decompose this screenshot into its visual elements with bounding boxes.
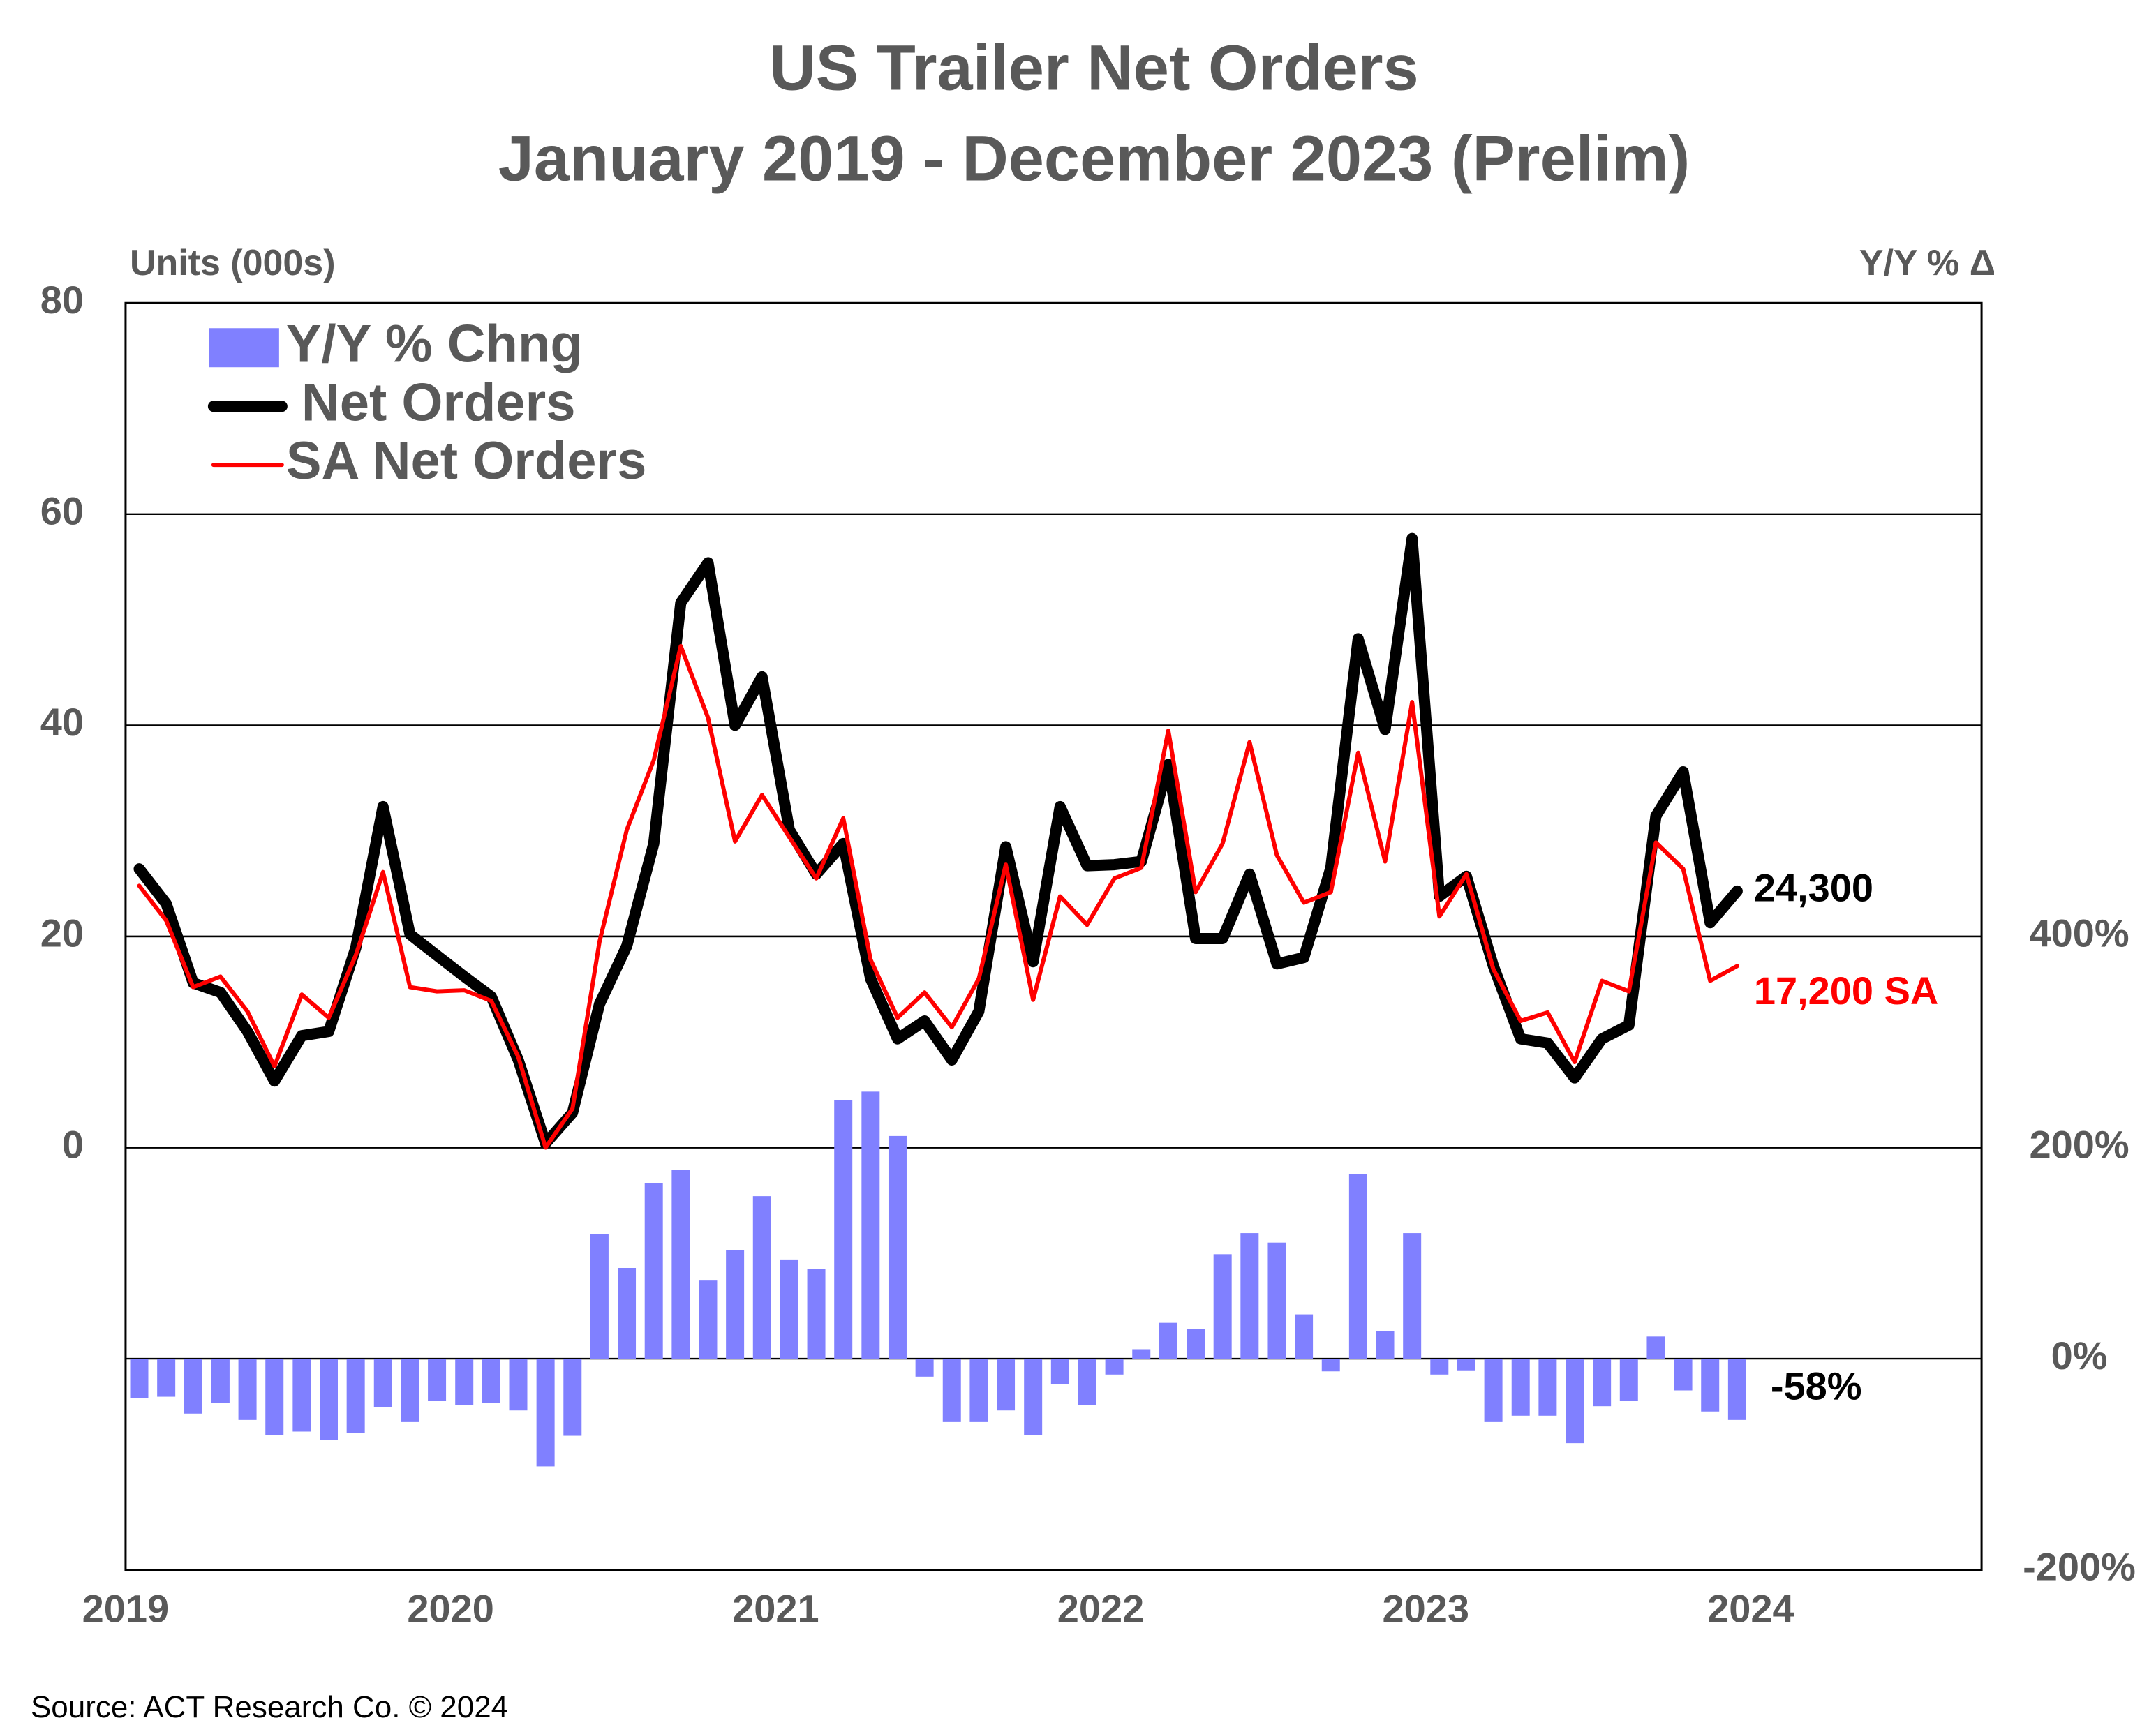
x-tick-label: 2020 — [407, 1586, 494, 1630]
bar — [320, 1359, 338, 1440]
source-note: Source: ACT Research Co. © 2024 — [31, 1690, 508, 1724]
y2-tick-label: -200% — [2023, 1544, 2136, 1588]
y2-tick-label: 200% — [2029, 1122, 2129, 1166]
bar — [563, 1359, 582, 1436]
bar — [1187, 1329, 1205, 1359]
end-label: 24,300 — [1754, 866, 1873, 910]
bar — [1159, 1322, 1177, 1359]
bar — [1566, 1359, 1584, 1444]
bar — [1538, 1359, 1557, 1416]
plot-frame — [124, 301, 1983, 1571]
bar — [1213, 1254, 1232, 1359]
bar — [1593, 1359, 1612, 1407]
bar — [752, 1196, 771, 1359]
bar — [346, 1359, 365, 1433]
x-tick-label: 2021 — [732, 1586, 819, 1630]
bar — [184, 1359, 202, 1414]
legend-label: Net Orders — [302, 373, 576, 432]
bar — [1078, 1359, 1096, 1405]
chart-title: US Trailer Net Orders — [769, 33, 1418, 104]
chart-subtitle: January 2019 - December 2023 (Prelim) — [498, 124, 1690, 195]
bar — [1105, 1359, 1124, 1375]
bar — [888, 1135, 907, 1359]
bar — [942, 1359, 961, 1422]
bar — [1430, 1359, 1449, 1375]
bar — [1321, 1359, 1340, 1372]
bar — [1240, 1233, 1259, 1359]
bar — [455, 1359, 474, 1405]
y2-tick-label: 0% — [2051, 1334, 2108, 1377]
bar — [726, 1250, 745, 1359]
y-axis-label: Units (000s) — [130, 243, 336, 283]
bar — [1701, 1359, 1720, 1412]
bar — [1511, 1359, 1530, 1416]
bar — [1484, 1359, 1503, 1422]
bar — [997, 1359, 1016, 1411]
end-label: -58% — [1771, 1364, 1862, 1408]
legend-label: SA Net Orders — [286, 431, 646, 491]
bar — [699, 1280, 718, 1359]
y2-axis-label: Y/Y % Δ — [1859, 243, 1995, 283]
bar — [969, 1359, 988, 1422]
bar — [807, 1269, 826, 1359]
bar — [1376, 1331, 1395, 1359]
plot: 0 20 40 60 80 -200% 0% 200% 400% 2019 2020 2021 2022… — [40, 278, 2136, 1630]
bar — [373, 1359, 392, 1407]
y-tick-label: 0 — [62, 1122, 84, 1166]
y2-tick-label: 400% — [2029, 911, 2129, 955]
bar — [915, 1359, 934, 1377]
bar — [861, 1091, 880, 1359]
bar — [292, 1359, 311, 1432]
bar — [1024, 1359, 1043, 1435]
bar — [1619, 1359, 1638, 1401]
y-tick-label: 80 — [40, 278, 84, 322]
bar — [265, 1359, 284, 1435]
bar — [509, 1359, 528, 1411]
legend-label: Y/Y % Chng — [286, 314, 583, 373]
bar — [1348, 1174, 1367, 1359]
bar — [644, 1183, 663, 1359]
x-tick-label: 2023 — [1382, 1586, 1469, 1630]
bar — [1674, 1359, 1693, 1391]
bar — [618, 1267, 637, 1359]
bar — [130, 1359, 149, 1398]
bar — [428, 1359, 447, 1401]
bar — [401, 1359, 419, 1422]
bar — [834, 1100, 853, 1359]
bar — [1403, 1233, 1422, 1359]
y-tick-label: 40 — [40, 700, 84, 744]
bar — [1267, 1242, 1286, 1359]
bar — [238, 1359, 257, 1420]
legend-swatch — [209, 328, 279, 368]
x-tick-label: 2022 — [1057, 1586, 1145, 1630]
bar — [671, 1170, 690, 1359]
bar — [1727, 1359, 1746, 1420]
end-label: 17,200 SA — [1754, 969, 1939, 1013]
bar — [780, 1259, 798, 1359]
bar — [536, 1359, 555, 1467]
bar — [1646, 1336, 1665, 1359]
bar — [211, 1359, 230, 1403]
y-tick-label: 20 — [40, 911, 84, 955]
x-tick-label: 2024 — [1707, 1586, 1794, 1630]
bar — [1050, 1359, 1069, 1384]
x-tick-label: 2019 — [82, 1586, 170, 1630]
bar — [1457, 1359, 1475, 1371]
bar — [1295, 1314, 1314, 1359]
bar — [1132, 1349, 1151, 1359]
line — [137, 643, 1739, 1150]
bar — [482, 1359, 500, 1403]
bar — [157, 1359, 176, 1397]
y-tick-label: 60 — [40, 489, 84, 533]
bar — [590, 1234, 609, 1359]
